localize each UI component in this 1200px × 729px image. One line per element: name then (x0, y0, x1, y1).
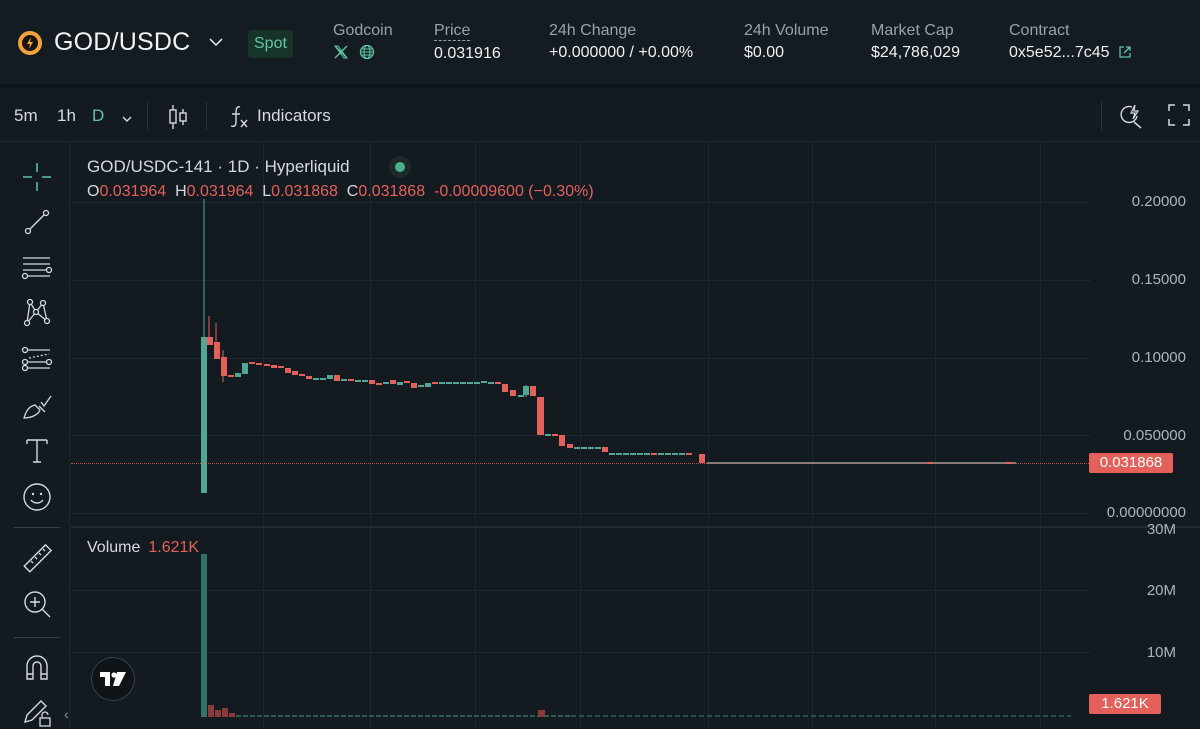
crosshair-icon[interactable] (20, 160, 54, 194)
stat-label: Contract (1009, 22, 1070, 39)
volume-label: Volume (87, 539, 141, 556)
lock-drawings-icon[interactable] (20, 695, 54, 729)
chart-toolbar: 5m 1h D Indicators (0, 92, 1200, 142)
magnet-icon[interactable] (20, 651, 54, 685)
last-price-tag: 0.031868 (1089, 453, 1173, 473)
price-axis-label: 0.10000 (1131, 349, 1186, 366)
interval-1h[interactable]: 1h (57, 106, 76, 125)
grid-line (71, 652, 1091, 653)
change-value: -0.00009600 (−0.30%) (433, 183, 594, 200)
open-value: 0.031964 (99, 183, 167, 200)
grid-line (71, 435, 1091, 436)
stat-value: +0.000000 / +0.00% (549, 44, 694, 61)
grid-line (71, 590, 1091, 591)
contract-address[interactable]: 0x5e52...7c45 (1009, 44, 1110, 61)
stat-value: $0.00 (744, 44, 785, 61)
interval-chevron-down-icon[interactable] (121, 108, 133, 128)
pattern-tool-icon[interactable] (20, 296, 54, 330)
last-volume-tag: 1.621K (1089, 694, 1161, 714)
fullscreen-icon[interactable] (1168, 104, 1190, 131)
volume-axis-label: 10M (1146, 644, 1176, 661)
low-value: 0.031868 (271, 183, 338, 200)
stat-label: 24h Volume (744, 22, 829, 39)
godcoin-logo-icon (18, 30, 42, 55)
interval-d[interactable]: D (92, 106, 105, 125)
horizontal-lines-icon[interactable] (20, 251, 54, 285)
stat-24h-volume: 24h Volume $0.00 (744, 22, 829, 62)
volume-legend: Volume 1.621K (87, 539, 199, 557)
indicators-button[interactable]: Indicators (257, 106, 331, 125)
stat-contract: Contract 0x5e52...7c45 (1009, 22, 1132, 64)
stat-label: Market Cap (871, 22, 954, 39)
collapse-sidebar-icon[interactable]: ‹ (64, 706, 69, 722)
grid-line (71, 358, 1091, 359)
pair-name: GOD/USDC (54, 28, 191, 56)
interval-5m[interactable]: 5m (14, 106, 38, 125)
market-type-badge: Spot (248, 30, 293, 58)
volume-value: 1.621K (148, 539, 200, 556)
grid-line (71, 202, 1091, 203)
quick-search-icon[interactable] (1118, 103, 1144, 134)
stat-value: 0.031916 (434, 45, 501, 62)
candlestick-series (201, 199, 1071, 717)
candlestick-type-icon[interactable] (167, 104, 189, 135)
fib-retracement-icon[interactable] (20, 343, 54, 377)
token-info: Godcoin (333, 22, 393, 65)
market-header: GOD/USDC Spot Godcoin Price 0.031916 24h… (0, 0, 1200, 88)
open-label: O (87, 183, 100, 200)
price-axis-label: 0.15000 (1131, 271, 1186, 288)
ohlc-legend: O0.031964 H0.031964 L0.031868 C0.031868 … (87, 183, 594, 201)
last-price-line (71, 463, 1089, 464)
stat-label: 24h Change (549, 22, 637, 39)
volume-axis-label: 30M (1146, 521, 1176, 538)
x-social-icon[interactable] (333, 44, 349, 65)
stat-value: $24,786,029 (871, 44, 960, 61)
stat-label: Price (434, 22, 471, 41)
divider (147, 102, 148, 130)
chart-symbol-title[interactable]: GOD/USDC-141 · 1D · Hyperliquid (87, 157, 350, 176)
pair-selector[interactable]: GOD/USDC (18, 28, 224, 57)
price-axis-label: 0.20000 (1131, 193, 1186, 210)
close-label: C (346, 183, 359, 200)
pane-separator[interactable] (71, 526, 1200, 528)
chevron-down-icon[interactable] (208, 34, 224, 52)
trend-line-icon[interactable] (20, 205, 54, 239)
text-tool-icon[interactable] (20, 434, 54, 468)
stat-price: Price 0.031916 (434, 22, 501, 63)
high-value: 0.031964 (186, 183, 254, 200)
grid-line (71, 280, 1091, 281)
divider (1101, 102, 1102, 130)
divider (206, 102, 207, 130)
ruler-icon[interactable] (20, 542, 54, 576)
zoom-in-icon[interactable] (20, 587, 54, 621)
stat-24h-change: 24h Change +0.000000 / +0.00% (549, 22, 693, 62)
tradingview-logo-icon[interactable] (91, 657, 135, 701)
drawing-tools-sidebar (0, 143, 70, 728)
stat-market-cap: Market Cap $24,786,029 (871, 22, 960, 62)
brush-icon[interactable] (20, 389, 54, 423)
divider (14, 637, 60, 638)
token-name: Godcoin (333, 22, 393, 39)
close-value: 0.031868 (358, 183, 426, 200)
emoji-icon[interactable] (20, 480, 54, 514)
volume-axis-label: 20M (1146, 582, 1176, 599)
grid-line (71, 513, 1091, 514)
price-axis-label: 0.050000 (1123, 427, 1186, 444)
low-label: L (262, 183, 272, 200)
high-label: H (175, 183, 187, 200)
market-status-icon (389, 156, 411, 178)
chart-canvas[interactable]: GOD/USDC-141 · 1D · Hyperliquid O0.03196… (64, 143, 1200, 728)
external-link-icon[interactable] (1118, 45, 1132, 64)
indicators-icon[interactable] (228, 104, 250, 135)
price-axis-label: 0.00000000 (1106, 504, 1186, 521)
divider (14, 527, 60, 528)
globe-icon[interactable] (359, 44, 375, 65)
